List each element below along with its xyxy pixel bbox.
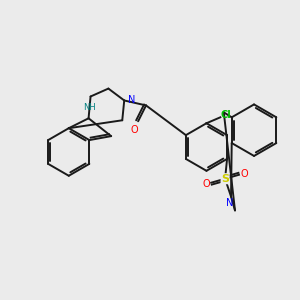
Text: O: O <box>130 125 138 135</box>
Text: N: N <box>226 198 234 208</box>
Text: S: S <box>221 174 229 184</box>
Text: O: O <box>240 169 248 179</box>
Text: Cl: Cl <box>221 110 232 120</box>
Text: NH: NH <box>83 103 96 112</box>
Text: N: N <box>128 95 136 106</box>
Text: O: O <box>202 179 210 189</box>
